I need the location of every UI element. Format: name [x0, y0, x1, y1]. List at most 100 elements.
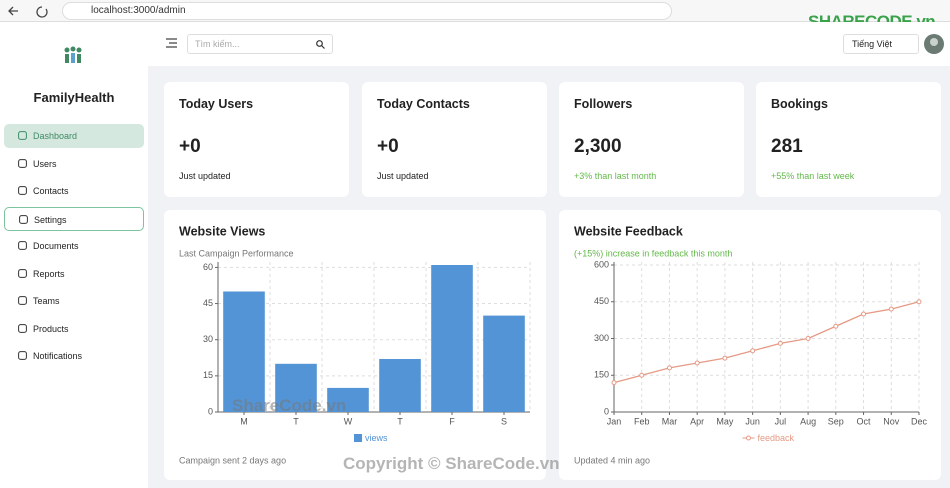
x-tick-label: Jun [745, 416, 760, 426]
x-tick-label: Mar [662, 416, 678, 426]
y-tick-label: 0 [604, 406, 609, 416]
x-tick-label: T [293, 416, 299, 426]
line [613, 301, 920, 384]
menu-item[interactable]: Reports [4, 262, 144, 286]
x-tick-label: Oct [857, 416, 872, 426]
x-tick-label: S [501, 416, 507, 426]
bar [275, 363, 317, 412]
stat-note: Just updated [377, 171, 429, 181]
browser-bar: localhost:3000/admin [0, 0, 950, 22]
chart: Website Views Last Campaign Performance Ca… [179, 224, 531, 465]
stat-title: Bookings [771, 97, 828, 111]
chart-title: Website Views [179, 224, 265, 238]
sidebar: FamilyHealth Dashboard Users Contacts Setti… [0, 22, 148, 488]
watermark-copyright: Copyright © ShareCode.vn [343, 454, 560, 473]
menu-item[interactable]: Documents [4, 234, 144, 258]
chart-subtitle: (+15%) increase in feedback this month [574, 248, 732, 258]
point [888, 306, 894, 312]
legend-label: feedback [758, 433, 795, 443]
x-tick-label: Sep [828, 416, 844, 426]
stat-card: Bookings 281 +55% than last week [756, 82, 941, 197]
language-select[interactable]: Tiếng Việt [843, 34, 919, 54]
brand-icon [64, 46, 82, 63]
point [722, 355, 728, 361]
menu-icon [18, 186, 27, 195]
menu-icon [18, 158, 27, 168]
x-tick-label: Jan [607, 416, 622, 426]
x-tick-label: May [716, 416, 734, 426]
x-tick-label: Dec [911, 416, 928, 426]
menu-item[interactable]: Contacts [4, 179, 144, 203]
y-tick-label: 60 [203, 262, 213, 272]
y-tick-label: 0 [208, 406, 213, 416]
menu-item[interactable]: Notifications [4, 344, 144, 368]
bar [483, 315, 525, 412]
y-tick-label: 15 [203, 370, 213, 380]
x-tick-label: Apr [690, 416, 704, 426]
x-tick-label: Jul [775, 416, 787, 426]
x-tick-label: Aug [800, 416, 816, 426]
chart-footer: Updated 4 min ago [574, 455, 650, 465]
address-bar[interactable]: localhost:3000/admin [62, 2, 672, 20]
x-tick-label: T [397, 416, 403, 426]
stat-note: +3% than last month [574, 171, 657, 181]
menu-icon [19, 214, 28, 224]
point [750, 348, 756, 354]
point [861, 311, 867, 317]
chart: Website Feedback (+15%) increase in feedb… [574, 224, 928, 465]
search-box[interactable]: Tìm kiếm... [187, 34, 333, 54]
point [805, 336, 811, 341]
chart-card: Website Feedback (+15%) increase in feedb… [559, 210, 941, 480]
stat-note: Just updated [179, 171, 231, 181]
point [916, 299, 922, 305]
stat-value: 2,300 [574, 136, 622, 157]
point [833, 323, 839, 329]
point [777, 340, 783, 346]
x-tick-label: W [344, 416, 353, 426]
bar [431, 265, 473, 412]
point [639, 372, 645, 378]
bar [223, 291, 265, 412]
menu-item[interactable]: Users [4, 152, 144, 176]
chart-title: Website Feedback [574, 224, 683, 238]
y-tick-label: 150 [594, 370, 609, 380]
header: Tìm kiếm... Tiếng Việt [148, 22, 950, 66]
point [611, 380, 617, 386]
stat-card: Today Contacts +0 Just updated [362, 82, 547, 197]
stat-title: Today Users [179, 97, 254, 111]
stat-value: +0 [179, 136, 201, 157]
x-tick-label: Feb [634, 416, 650, 426]
stat-note: +55% than last week [771, 171, 855, 181]
search-icon[interactable] [316, 40, 325, 49]
avatar[interactable] [924, 34, 944, 54]
legend-swatch [746, 435, 751, 441]
x-tick-label: M [240, 416, 248, 426]
nav-buttons [8, 6, 48, 18]
menu-item[interactable]: Dashboard [4, 124, 144, 148]
menu-icon [18, 268, 27, 278]
point [666, 365, 672, 371]
menu-item[interactable]: Settings [4, 206, 144, 231]
legend-label: views [365, 433, 388, 443]
menu-icon [18, 351, 27, 360]
menu-item[interactable]: Teams [4, 289, 144, 313]
menu-icon [18, 241, 27, 250]
watermark-center: ShareCode.vn [232, 396, 347, 415]
legend-swatch [354, 434, 362, 442]
stat-value: +0 [377, 136, 399, 157]
chart-footer: Campaign sent 2 days ago [179, 455, 286, 465]
point [694, 360, 700, 366]
stat-value: 281 [771, 136, 803, 157]
brand-name: FamilyHealth [33, 90, 115, 105]
bar [379, 358, 421, 412]
menu-toggle[interactable] [166, 38, 177, 48]
menu-icon [18, 323, 27, 333]
x-tick-label: F [449, 416, 455, 426]
bar [327, 387, 369, 412]
menu-item[interactable]: Products [4, 317, 144, 341]
chart-subtitle: Last Campaign Performance [179, 248, 294, 258]
menu-icon [18, 296, 27, 305]
menu-icon [18, 131, 27, 140]
x-tick-label: Nov [883, 416, 900, 426]
